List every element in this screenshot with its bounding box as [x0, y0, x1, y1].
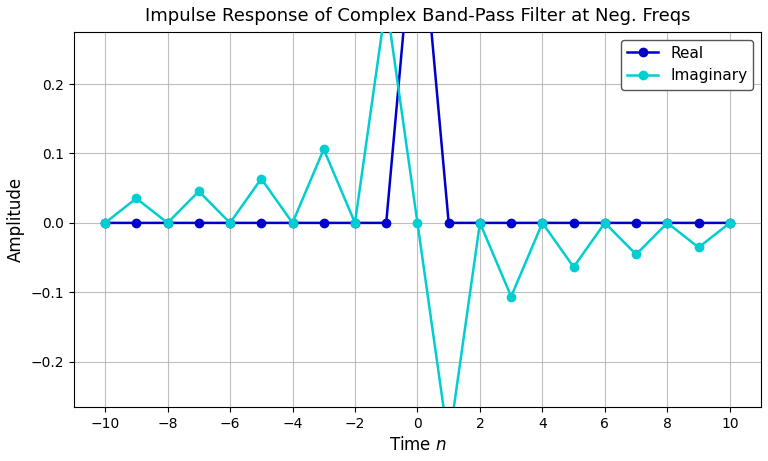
Y-axis label: Amplitude: Amplitude [7, 177, 25, 262]
Imaginary [601, 220, 610, 225]
Imaginary [663, 220, 672, 225]
Imaginary [694, 245, 703, 250]
X-axis label: Time $n$: Time $n$ [389, 436, 446, 454]
Imaginary [631, 252, 641, 257]
Real [350, 220, 359, 225]
Imaginary [257, 176, 266, 182]
Real [132, 220, 141, 225]
Real [631, 220, 641, 225]
Imaginary [569, 264, 578, 270]
Imaginary [725, 220, 734, 225]
Imaginary [444, 441, 453, 447]
Real [601, 220, 610, 225]
Imaginary [382, 0, 391, 5]
Imaginary [413, 220, 422, 225]
Real [194, 220, 204, 225]
Imaginary [101, 220, 110, 225]
Real [319, 220, 329, 225]
Real [257, 220, 266, 225]
Imaginary [507, 294, 516, 299]
Real [725, 220, 734, 225]
Real [694, 220, 703, 225]
Imaginary [132, 195, 141, 201]
Line: Imaginary: Imaginary [101, 0, 734, 448]
Line: Real: Real [101, 0, 734, 227]
Real [444, 220, 453, 225]
Imaginary [288, 220, 297, 225]
Real [663, 220, 672, 225]
Real [569, 220, 578, 225]
Imaginary [163, 220, 172, 225]
Imaginary [226, 220, 235, 225]
Imaginary [538, 220, 547, 225]
Real [507, 220, 516, 225]
Imaginary [194, 189, 204, 194]
Legend: Real, Imaginary: Real, Imaginary [621, 40, 753, 89]
Real [288, 220, 297, 225]
Imaginary [475, 220, 485, 225]
Real [101, 220, 110, 225]
Imaginary [319, 147, 329, 152]
Title: Impulse Response of Complex Band-Pass Filter at Neg. Freqs: Impulse Response of Complex Band-Pass Fi… [144, 7, 690, 25]
Real [163, 220, 172, 225]
Imaginary [350, 220, 359, 225]
Real [475, 220, 485, 225]
Real [538, 220, 547, 225]
Real [382, 220, 391, 225]
Real [226, 220, 235, 225]
